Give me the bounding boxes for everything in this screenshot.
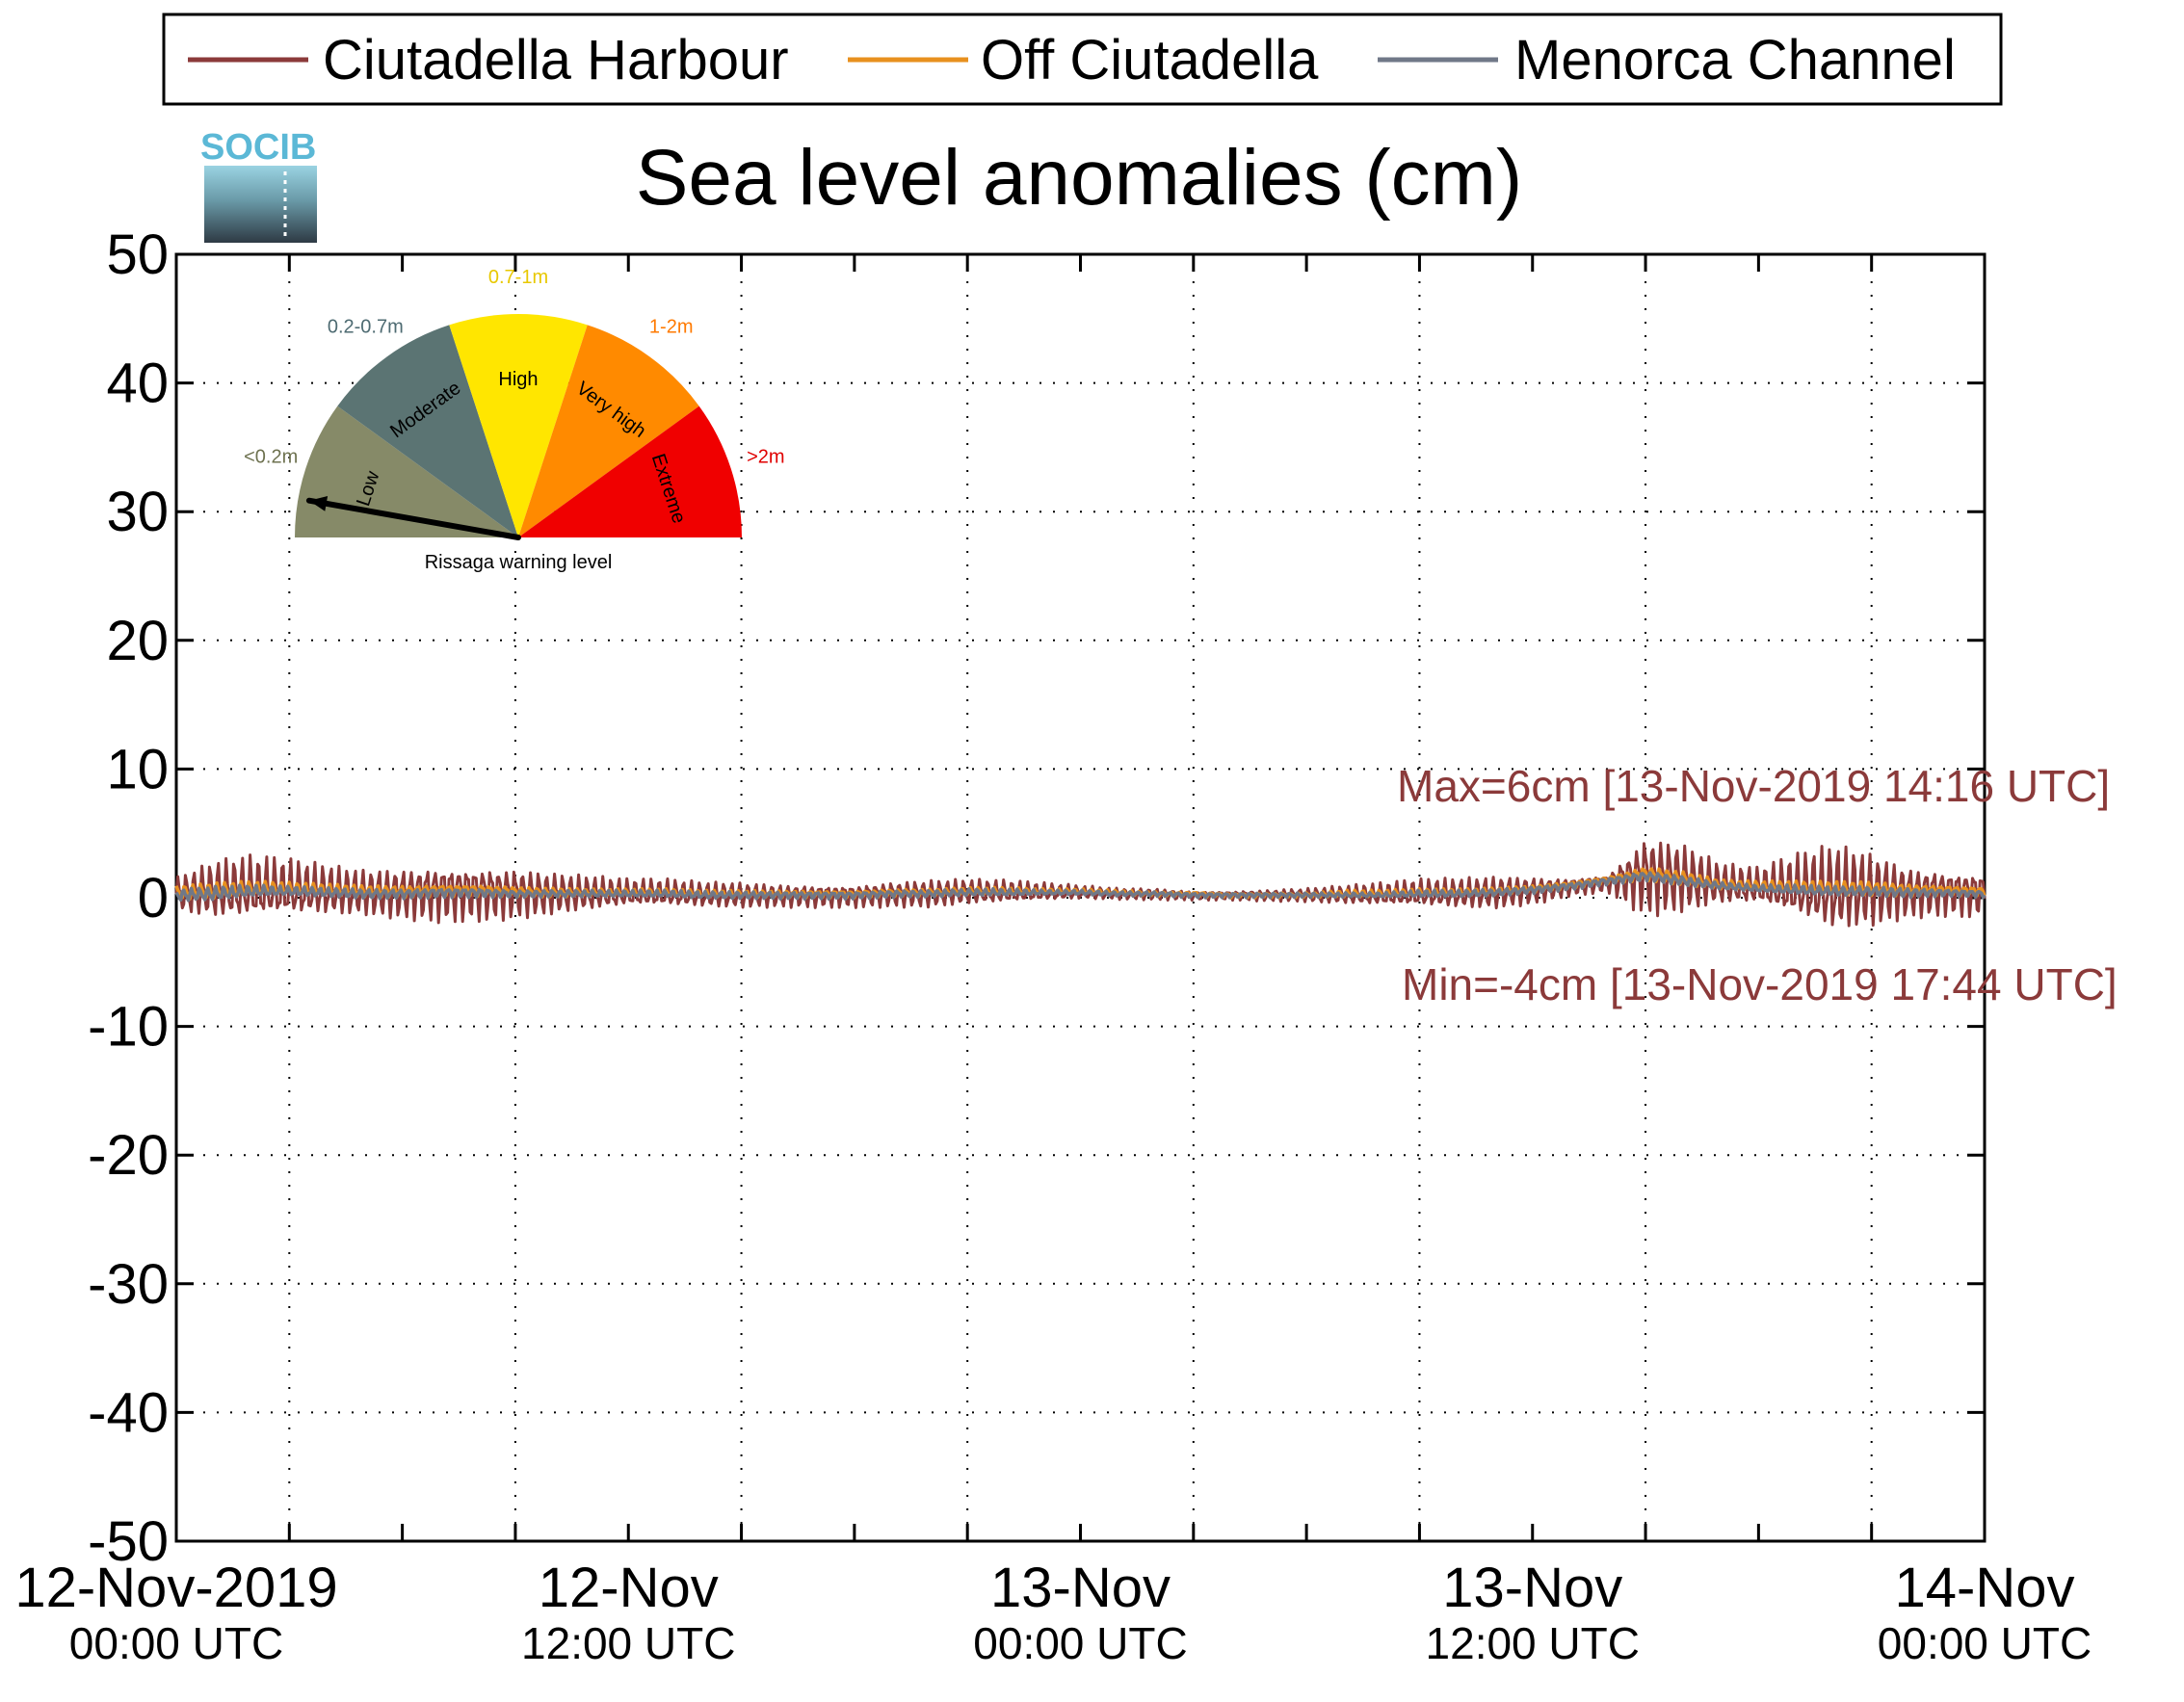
min-annotation: Min=-4cm [13-Nov-2019 17:44 UTC] xyxy=(1402,959,2118,1009)
legend-label-ciutadella-harbour: Ciutadella Harbour xyxy=(323,29,789,92)
gauge-segment-low xyxy=(295,406,518,537)
logo-text: SOCIB xyxy=(200,127,316,168)
series-line-menorca-channel xyxy=(174,871,1987,903)
y-tick-label: -50 xyxy=(88,1510,169,1573)
gauge-needle xyxy=(305,497,521,540)
legend: Ciutadella Harbour Off Ciutadella Menorc… xyxy=(162,13,2003,106)
gauge-range-label: 0.7-1m xyxy=(488,267,548,288)
y-tick-label: 40 xyxy=(106,353,169,415)
y-tick-label: -40 xyxy=(88,1381,169,1444)
gauge-needle-head xyxy=(308,496,329,511)
y-tick-label: -30 xyxy=(88,1253,169,1316)
x-tick-label: 12-Nov-2019 xyxy=(14,1557,337,1619)
gauge-range-label: <0.2m xyxy=(244,447,298,468)
y-tick-label: 0 xyxy=(138,867,169,930)
y-tick-label: -20 xyxy=(88,1124,169,1187)
gauge-caption: Rissaga warning level xyxy=(425,552,613,573)
legend-box xyxy=(162,13,2003,106)
x-tick-sublabel: 12:00 UTC xyxy=(1426,1618,1640,1668)
x-tick-sublabel: 12:00 UTC xyxy=(521,1618,735,1668)
x-tick-label: 14-Nov xyxy=(1895,1557,2075,1619)
legend-label-menorca-channel: Menorca Channel xyxy=(1514,29,1956,92)
x-tick-sublabel: 00:00 UTC xyxy=(69,1618,283,1668)
gauge-range-label: >2m xyxy=(747,447,784,468)
x-tick-label: 12-Nov xyxy=(539,1557,719,1619)
y-tick-label: -10 xyxy=(88,996,169,1059)
y-tick-label: 50 xyxy=(106,223,169,286)
gauge-range-label: 0.2-0.7m xyxy=(328,317,404,338)
gauge-segment-label: High xyxy=(498,369,538,390)
x-tick-label: 13-Nov xyxy=(990,1557,1171,1619)
gauge-segment-high xyxy=(449,314,588,537)
gauge-segment-extreme xyxy=(518,406,743,537)
gauge-range-label: 1-2m xyxy=(649,317,694,338)
y-tick-label: 20 xyxy=(106,610,169,672)
max-annotation: Max=6cm [13-Nov-2019 14:16 UTC] xyxy=(1397,761,2110,811)
series-group xyxy=(174,841,1987,928)
y-axis: 50 40 30 20 10 0 -10 -20 -30 -40 -50 xyxy=(88,223,1985,1573)
x-tick-sublabel: 00:00 UTC xyxy=(1878,1618,2092,1668)
y-tick-label: 30 xyxy=(106,481,169,543)
y-tick-label: 10 xyxy=(106,738,169,800)
x-tick-sublabel: 00:00 UTC xyxy=(973,1618,1187,1668)
gauge-segment-very-high xyxy=(518,325,699,537)
socib-logo: SOCIB xyxy=(200,127,317,243)
logo-wave-block xyxy=(204,166,317,243)
legend-label-off-ciutadella: Off Ciutadella xyxy=(981,29,1319,92)
gauge-segment-moderate xyxy=(337,325,518,537)
x-tick-label: 13-Nov xyxy=(1442,1557,1622,1619)
chart-title: Sea level anomalies (cm) xyxy=(636,134,1523,222)
